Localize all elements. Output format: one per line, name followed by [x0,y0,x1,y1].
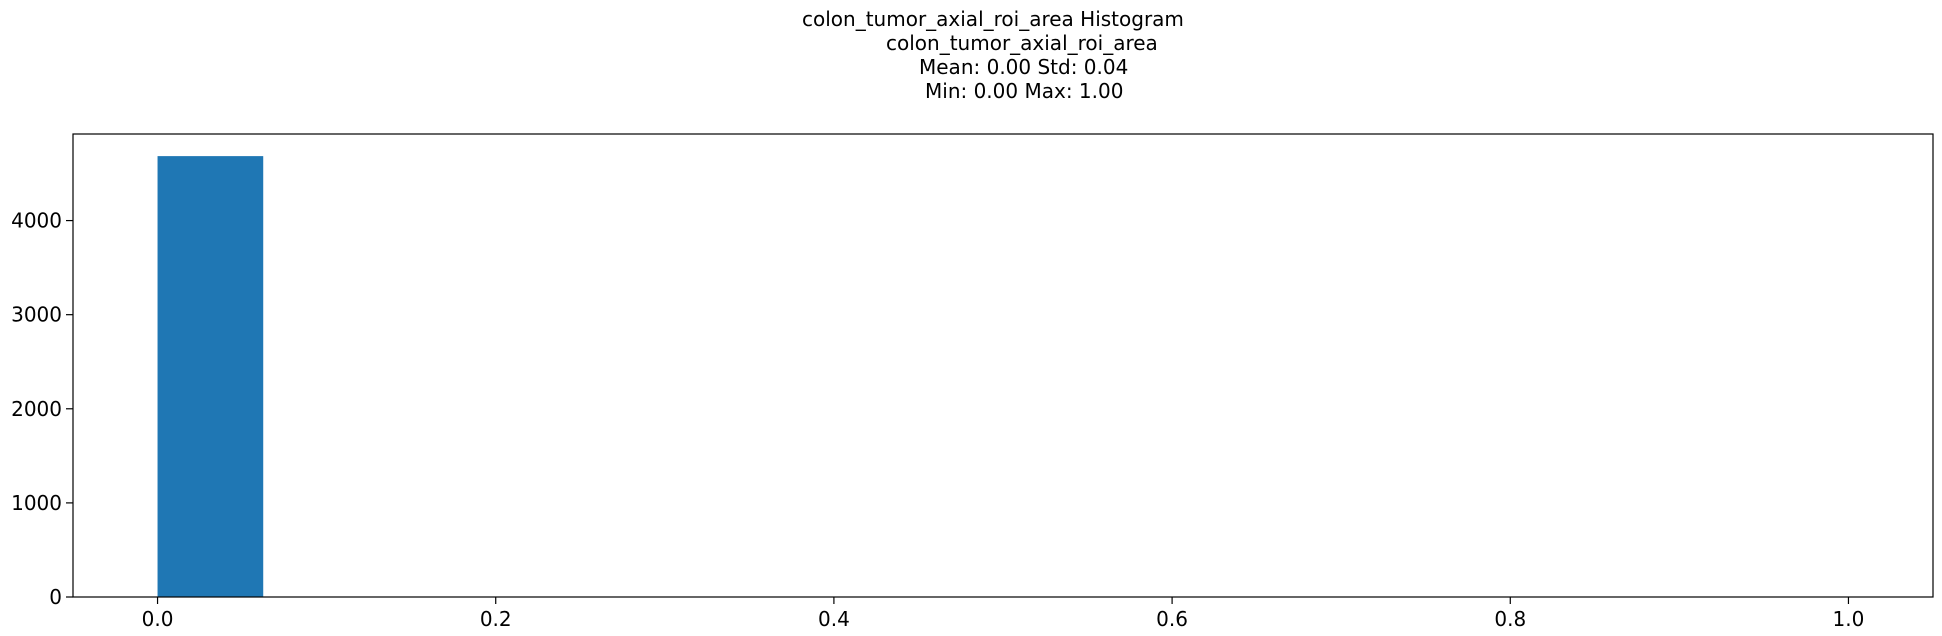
chart-subtitle-line-3: Min: 0.00 Max: 1.00 [925,79,1124,103]
bars-group [157,156,264,597]
x-tick-label: 0.2 [480,607,512,631]
y-tick-label: 0 [49,585,62,609]
y-tick-label: 1000 [11,491,62,515]
chart-title: colon_tumor_axial_roi_area Histogram [802,7,1184,31]
x-tick-label: 0.0 [142,607,174,631]
chart-subtitle-line-1: colon_tumor_axial_roi_area [886,31,1158,55]
x-axis-ticks: 0.0 0.2 0.4 0.6 0.8 1.0 [142,597,1865,631]
y-axis-ticks: 0 1000 2000 3000 4000 [11,209,73,609]
histogram-bar-0 [157,156,264,597]
y-tick-label: 2000 [11,397,62,421]
chart-subtitle-line-2: Mean: 0.00 Std: 0.04 [919,55,1129,79]
x-tick-label: 1.0 [1833,607,1865,631]
y-tick-label: 4000 [11,209,62,233]
x-tick-label: 0.8 [1494,607,1526,631]
x-tick-label: 0.6 [1156,607,1188,631]
axes-frame [72,133,1934,598]
y-tick-label: 3000 [11,303,62,327]
x-tick-label: 0.4 [818,607,850,631]
